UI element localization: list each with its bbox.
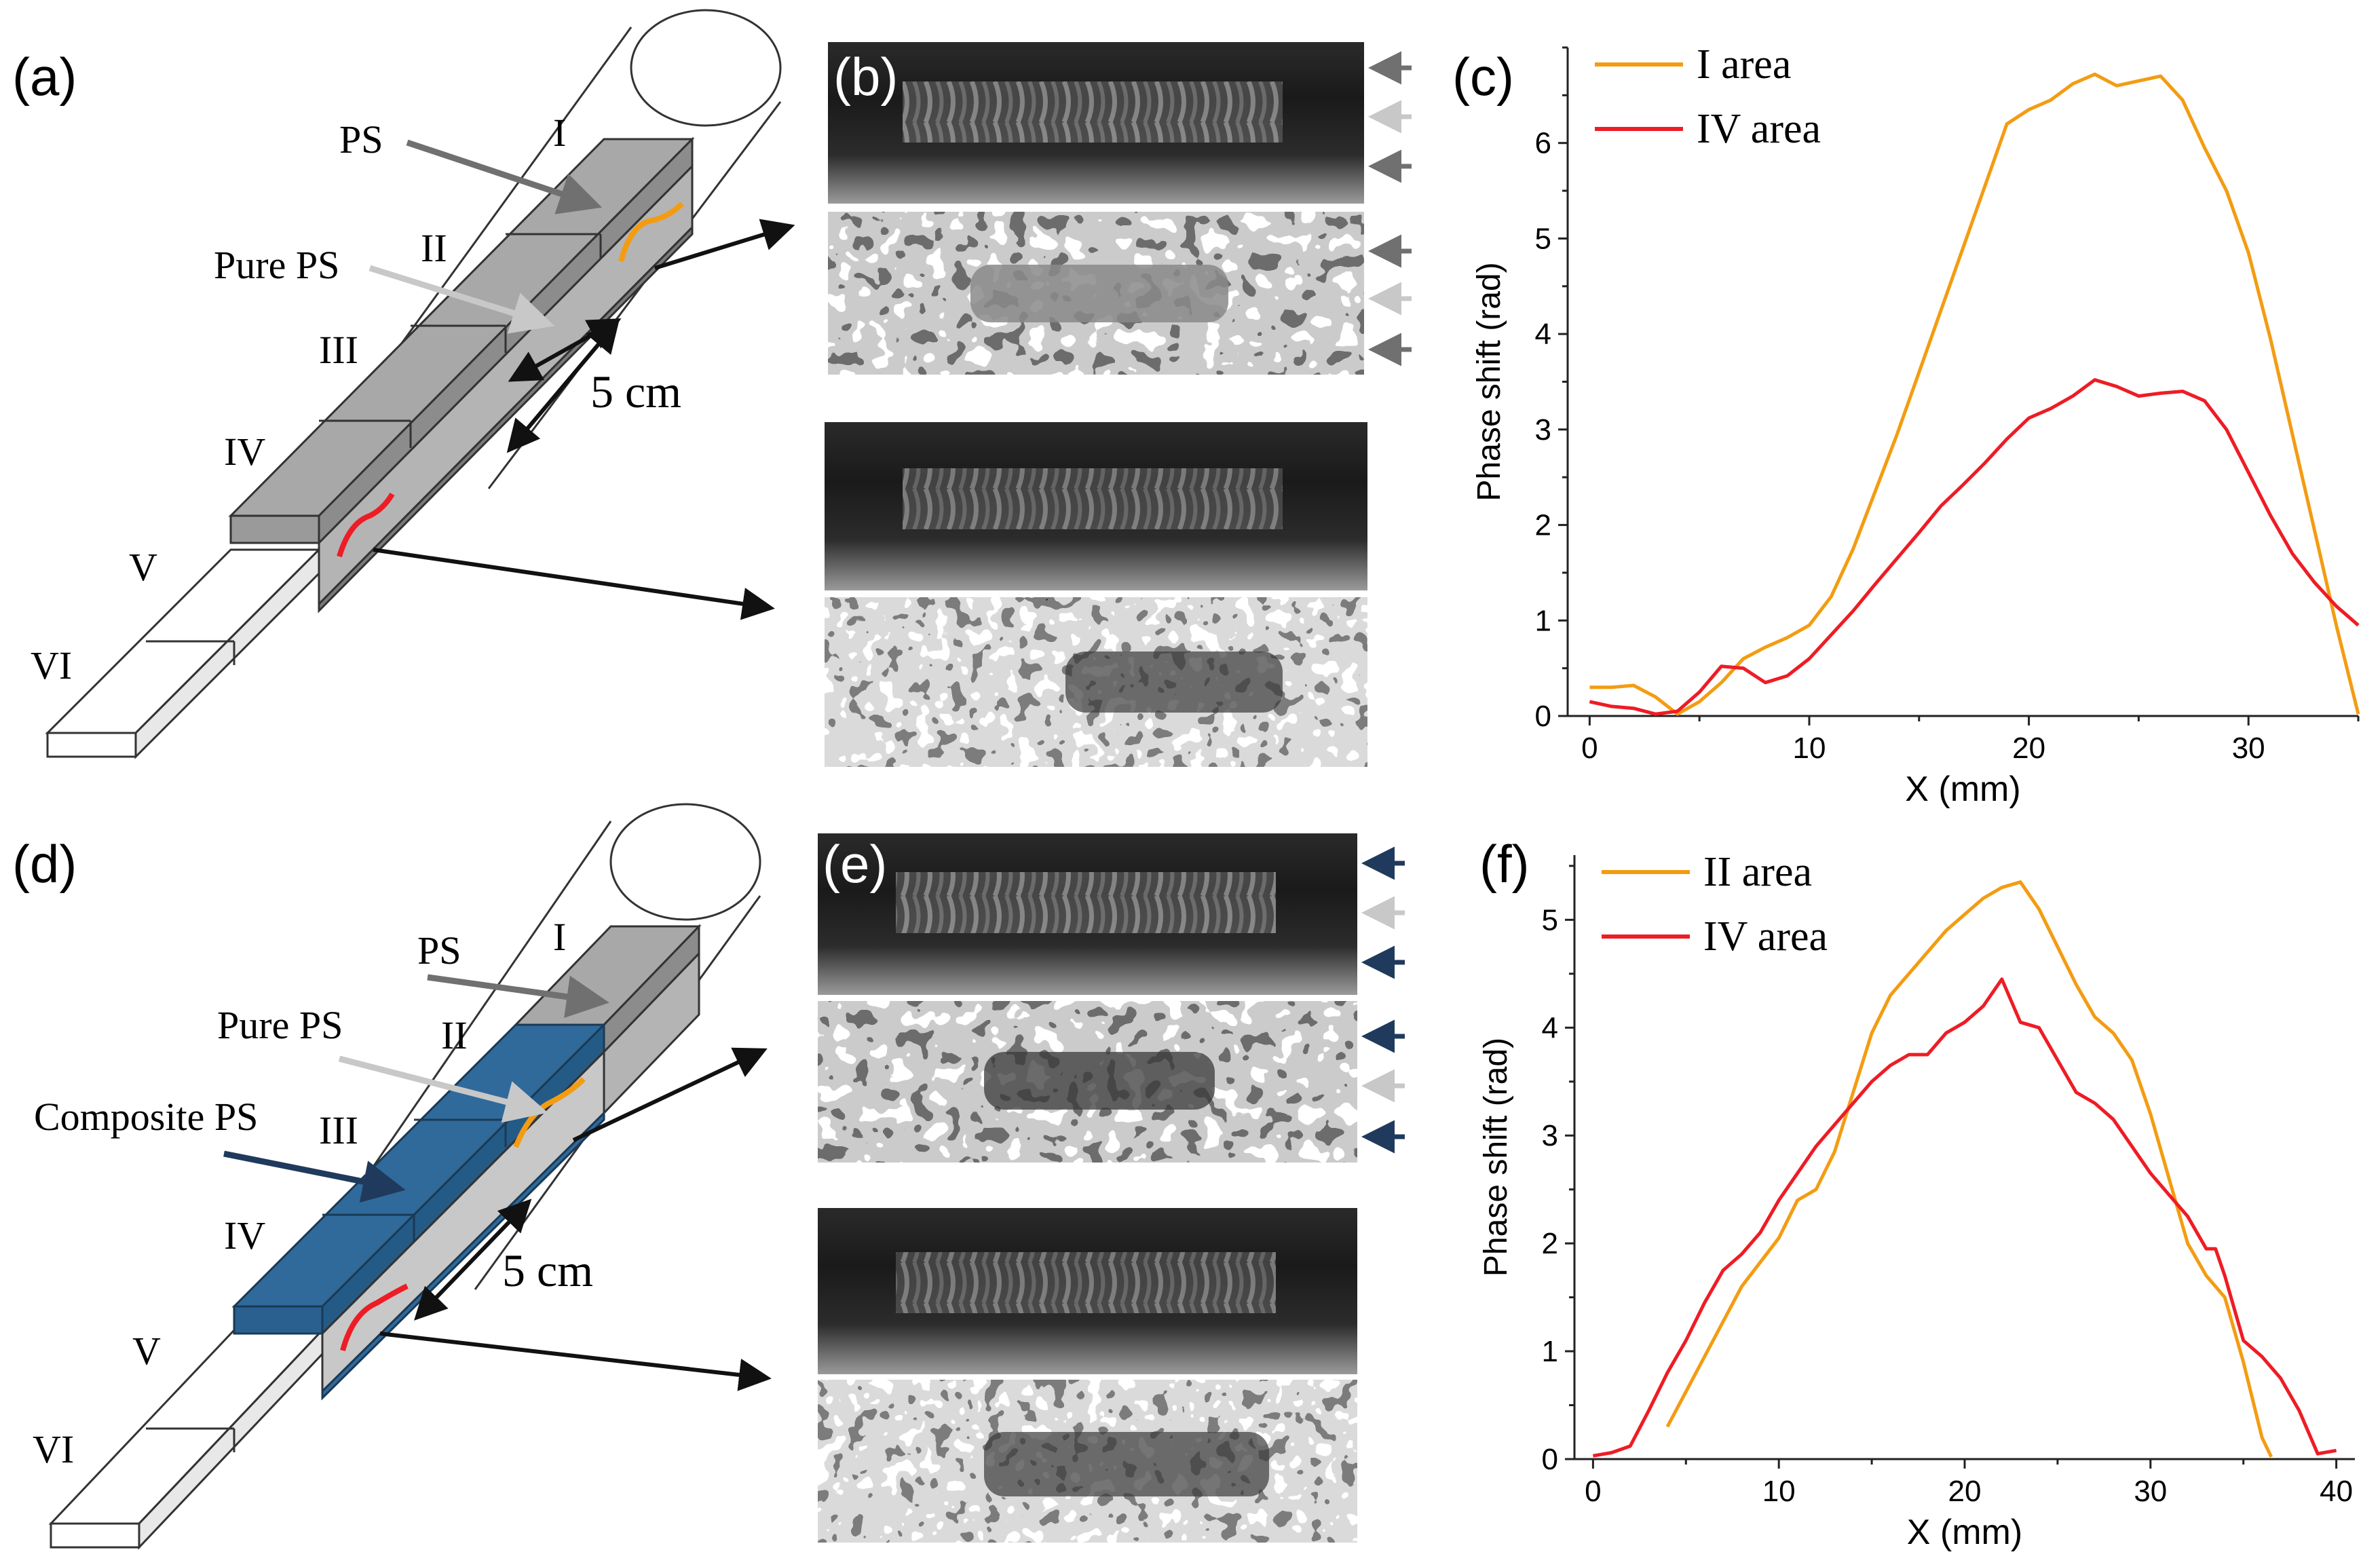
lower-strip [45, 547, 322, 759]
pure-ps-arrow-a [369, 265, 555, 334]
section-label-V-a: V [129, 545, 157, 589]
panel-e: (e) [818, 833, 1405, 1543]
section-label-I-a: I [553, 111, 566, 155]
b-top-phase-image [828, 212, 1364, 375]
label-pure-ps-d: Pure PS [217, 1003, 343, 1047]
orange-curve-d [513, 1077, 586, 1148]
chart-f-y-tick-label: 5 [1542, 903, 1558, 937]
section-label-IV-d: IV [224, 1213, 265, 1258]
gray-ps-block-d [513, 924, 702, 1116]
to-b-top-arrow [654, 219, 795, 270]
label-scale-a: 5 cm [590, 366, 681, 417]
chart-c-y-axis-label: Phase shift (rad) [1471, 262, 1507, 501]
chart-c-x-tick-label: 10 [1792, 732, 1826, 765]
label-composite-ps-d: Composite PS [34, 1095, 258, 1139]
panel-a: (a) [12, 9, 795, 759]
chart-f-legend-label-1: IV area [1703, 913, 1828, 960]
chart-f-x-tick-label: 30 [2134, 1475, 2167, 1508]
chart-f-x-tick-label: 10 [1762, 1475, 1796, 1508]
chart-c-y-tick-label: 2 [1535, 509, 1551, 542]
b-bottom-intensity-image [825, 422, 1367, 590]
b-top-intensity-image [828, 42, 1364, 204]
section-label-II-d: II [441, 1013, 468, 1057]
pure-ps-arrow-d [338, 1055, 548, 1123]
panel-d-letter: (d) [12, 834, 77, 894]
red-curve-d [340, 1283, 409, 1352]
e-top-intensity-image [818, 833, 1357, 995]
chart-f-y-tick-label: 1 [1542, 1335, 1558, 1368]
e-bottom-intensity-image [818, 1208, 1357, 1374]
label-ps-d: PS [417, 928, 461, 973]
chart-c-x-tick-label: 0 [1581, 732, 1598, 765]
chart-c-y-tick-label: 3 [1535, 413, 1551, 447]
chart-f-y-tick-label: 0 [1542, 1443, 1558, 1476]
chart-c-legend-label-0: I area [1697, 41, 1791, 88]
chart-c-x-axis-label: X (mm) [1905, 770, 2020, 809]
lower-strip-d [48, 1327, 325, 1550]
chart-f-y-tick-label: 3 [1542, 1119, 1558, 1152]
section-label-V-d: V [132, 1329, 161, 1373]
label-ps-a: PS [339, 117, 383, 162]
section-label-III-d: III [319, 1108, 358, 1152]
chart-f-x-axis-label: X (mm) [1907, 1513, 2022, 1552]
chart-c-x-tick-label: 20 [2012, 732, 2045, 765]
chart-f: 0 10 20 30 40 0 1 2 3 4 5 X (mm) Phase shift (rad) II… [1478, 849, 2355, 1552]
chart-f-series-line-0 [1665, 880, 2273, 1458]
orange-curve-a [618, 202, 684, 263]
chart-f-x-tick-label: 0 [1585, 1475, 1601, 1508]
to-e-top-arrow [572, 1047, 768, 1142]
chart-c-series-line-0 [1589, 72, 2360, 716]
section-label-VI-a: VI [31, 643, 72, 687]
to-b-bottom-arrow [373, 548, 775, 620]
panel-b-letter: (b) [833, 47, 898, 107]
chart-c-y-tick-label: 1 [1535, 604, 1551, 637]
panel-f-letter: (f) [1479, 834, 1530, 894]
section-label-IV-a: IV [224, 430, 265, 474]
chart-c-y-tick-label: 4 [1535, 318, 1551, 351]
chart-f-y-tick-label: 2 [1542, 1227, 1558, 1260]
scale-double-arrow-d [413, 1198, 532, 1321]
panel-e-letter: (e) [823, 834, 887, 894]
chart-f-y-tick-label: 4 [1542, 1011, 1558, 1044]
ps-arrow-a [406, 139, 603, 214]
to-e-bottom-arrow [379, 1332, 772, 1391]
panel-b: (b) [825, 42, 1412, 767]
b-bottom-phase-image [825, 597, 1367, 767]
chart-f-series-line-1 [1592, 977, 2337, 1458]
panel-a-letter: (a) [12, 47, 77, 107]
chart-c: 0 10 20 30 0 1 2 3 4 5 6 X (mm) Phase shift (rad) I a… [1471, 41, 2360, 809]
chart-c-x-tick-label: 30 [2232, 732, 2265, 765]
label-scale-d: 5 cm [502, 1245, 593, 1296]
e-bottom-phase-image [818, 1380, 1357, 1543]
red-curve-a [337, 492, 395, 558]
section-label-II-a: II [421, 226, 447, 270]
chart-f-y-axis-label: Phase shift (rad) [1478, 1038, 1514, 1277]
section-label-VI-d: VI [33, 1427, 74, 1471]
chart-f-x-tick-label: 40 [2320, 1475, 2353, 1508]
panel-c-letter: (c) [1452, 47, 1514, 107]
section-label-III-a: III [319, 328, 358, 372]
ps-arrow-d [427, 974, 609, 1018]
chart-c-series-line-1 [1589, 378, 2360, 716]
chart-f-x-tick-label: 20 [1948, 1475, 1982, 1508]
chart-c-legend-label-1: IV area [1697, 106, 1821, 152]
label-pure-ps-a: Pure PS [214, 243, 339, 287]
panel-c: (c) 0 10 20 30 0 1 2 3 4 5 6 X (mm) Phase shift (rad… [1452, 41, 2360, 809]
panel-d: (d) [12, 803, 772, 1550]
e-top-phase-image [818, 1001, 1357, 1163]
chart-f-legend-label-0: II area [1703, 849, 1812, 895]
section-label-I-d: I [553, 915, 566, 959]
chart-c-y-tick-label: 6 [1535, 127, 1551, 160]
chart-c-y-tick-label: 0 [1535, 700, 1551, 733]
composite-ps-arrow-d [223, 1150, 406, 1203]
scale-double-arrow-a [506, 319, 620, 453]
chart-c-y-tick-label: 5 [1535, 222, 1551, 255]
panel-f: (f) 0 10 20 30 40 0 1 2 3 4 5 X (mm) Phase shift (ra… [1478, 834, 2355, 1552]
